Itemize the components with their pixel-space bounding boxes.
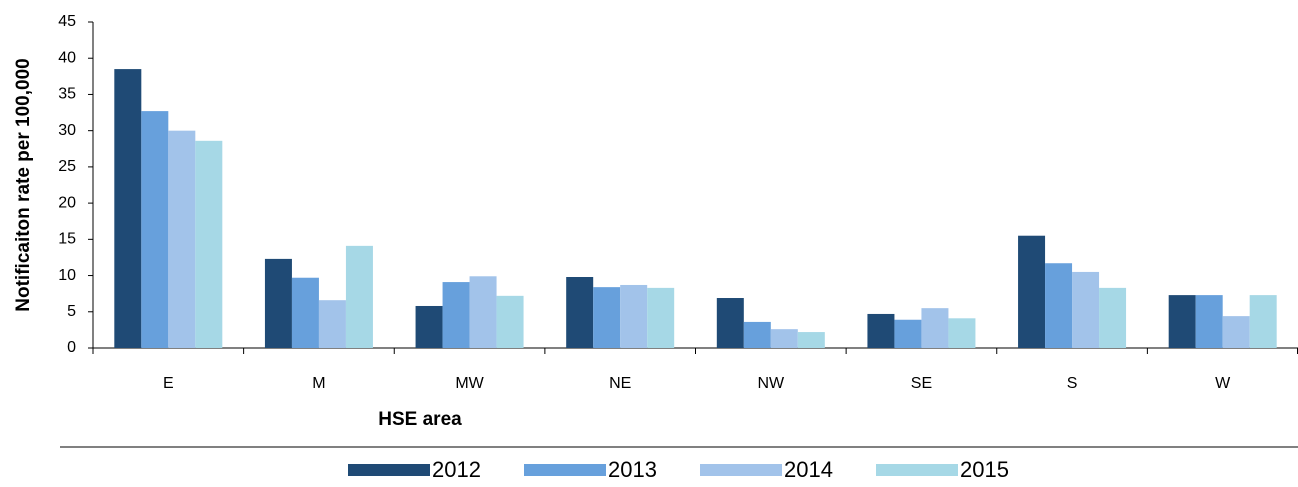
x-tick-label: NW	[757, 375, 785, 392]
bar	[496, 295, 524, 348]
bar	[593, 287, 621, 348]
bar	[647, 287, 675, 348]
legend-label: 2013	[608, 457, 657, 482]
bar	[168, 130, 196, 348]
y-tick-label: 30	[58, 122, 76, 139]
bar	[195, 140, 223, 348]
bar	[1168, 295, 1196, 348]
x-tick-label: S	[1067, 375, 1078, 392]
x-tick-label: SE	[911, 375, 932, 392]
bar	[797, 332, 825, 348]
bar	[1195, 295, 1223, 348]
bar	[566, 277, 594, 348]
y-tick-label: 15	[58, 231, 76, 248]
bar	[264, 258, 292, 348]
y-tick-label: 10	[58, 267, 76, 284]
bar	[1222, 316, 1250, 348]
bar	[1018, 235, 1046, 348]
bar	[1072, 271, 1100, 348]
bar	[743, 321, 771, 348]
bar	[469, 276, 497, 348]
y-tick-label: 35	[58, 86, 76, 103]
legend-swatch	[524, 464, 606, 476]
y-tick-label: 0	[67, 339, 76, 356]
bar	[948, 318, 976, 348]
bar	[442, 282, 470, 348]
y-axis-title: Notificaiton rate per 100,000	[13, 58, 34, 311]
bar	[114, 69, 142, 348]
legend-label: 2015	[960, 457, 1009, 482]
bar	[291, 277, 319, 348]
bar	[1045, 263, 1073, 348]
legend-swatch	[348, 464, 430, 476]
legend-label: 2014	[784, 457, 833, 482]
legend-label: 2012	[432, 457, 481, 482]
bar	[1099, 287, 1127, 348]
bar	[770, 329, 798, 348]
y-tick-label: 20	[58, 194, 76, 211]
y-tick-label: 40	[58, 49, 76, 66]
bar	[620, 284, 648, 348]
bar	[415, 305, 443, 348]
bar	[318, 300, 346, 348]
bar	[141, 111, 169, 349]
bar	[867, 313, 895, 348]
legend-swatch	[700, 464, 782, 476]
bar	[345, 245, 373, 348]
x-tick-label: MW	[455, 375, 484, 392]
legend-swatch	[876, 464, 958, 476]
x-tick-label: E	[163, 375, 174, 392]
x-tick-label: M	[312, 375, 325, 392]
x-tick-label: NE	[609, 375, 631, 392]
y-tick-label: 25	[58, 158, 76, 175]
bar	[716, 298, 744, 348]
y-tick-label: 45	[58, 13, 76, 30]
x-tick-label: W	[1215, 375, 1231, 392]
y-tick-label: 5	[67, 303, 76, 320]
bar	[894, 319, 922, 348]
x-axis-title: HSE area	[378, 409, 462, 430]
bar	[921, 308, 949, 348]
bar	[1249, 295, 1277, 348]
